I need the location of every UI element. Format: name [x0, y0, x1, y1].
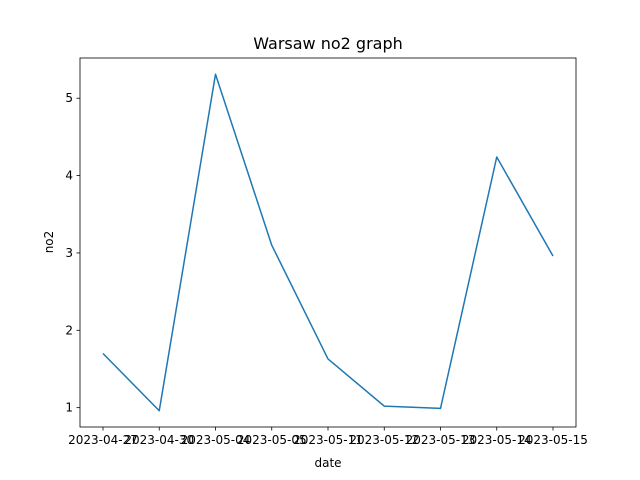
series-line-0 [102, 73, 554, 412]
y-tick-label: 1 [65, 401, 73, 415]
y-axis-label: no2 [42, 231, 56, 254]
x-tick-label: 2023-05-05 [237, 433, 307, 447]
x-tick-label: 2023-05-12 [349, 433, 419, 447]
x-tick-label: 2023-05-14 [462, 433, 532, 447]
x-tick-label: 2023-05-11 [293, 433, 363, 447]
x-tick-label: 2023-05-15 [518, 433, 588, 447]
plot-area: 123452023-04-272023-04-302023-05-042023-… [65, 57, 588, 447]
y-tick-label: 5 [65, 91, 73, 105]
chart-title: Warsaw no2 graph [253, 34, 403, 53]
x-tick-label: 2023-05-04 [181, 433, 251, 447]
x-tick-label: 2023-04-30 [124, 433, 194, 447]
y-tick-label: 2 [65, 323, 73, 337]
y-tick-label: 3 [65, 246, 73, 260]
x-axis-label: date [314, 456, 341, 470]
x-tick-label: 2023-04-27 [68, 433, 138, 447]
x-tick-label: 2023-05-13 [406, 433, 476, 447]
y-tick-label: 4 [65, 169, 73, 183]
